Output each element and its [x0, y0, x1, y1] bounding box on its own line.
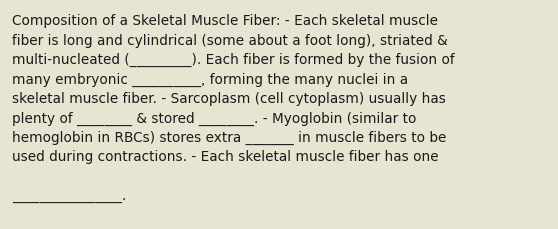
Text: skeletal muscle fiber. - Sarcoplasm (cell cytoplasm) usually has: skeletal muscle fiber. - Sarcoplasm (cel…	[12, 92, 446, 106]
Text: ________________.: ________________.	[12, 189, 126, 203]
Text: fiber is long and cylindrical (some about a foot long), striated &: fiber is long and cylindrical (some abou…	[12, 33, 448, 47]
Text: used during contractions. - Each skeletal muscle fiber has one: used during contractions. - Each skeleta…	[12, 150, 439, 164]
Text: multi-nucleated (_________). Each fiber is formed by the fusion of: multi-nucleated (_________). Each fiber …	[12, 53, 455, 67]
Text: hemoglobin in RBCs) stores extra _______ in muscle fibers to be: hemoglobin in RBCs) stores extra _______…	[12, 131, 446, 144]
Text: many embryonic __________, forming the many nuclei in a: many embryonic __________, forming the m…	[12, 72, 408, 86]
Text: plenty of ________ & stored ________. - Myoglobin (similar to: plenty of ________ & stored ________. - …	[12, 111, 416, 125]
Text: Composition of a Skeletal Muscle Fiber: - Each skeletal muscle: Composition of a Skeletal Muscle Fiber: …	[12, 14, 438, 28]
